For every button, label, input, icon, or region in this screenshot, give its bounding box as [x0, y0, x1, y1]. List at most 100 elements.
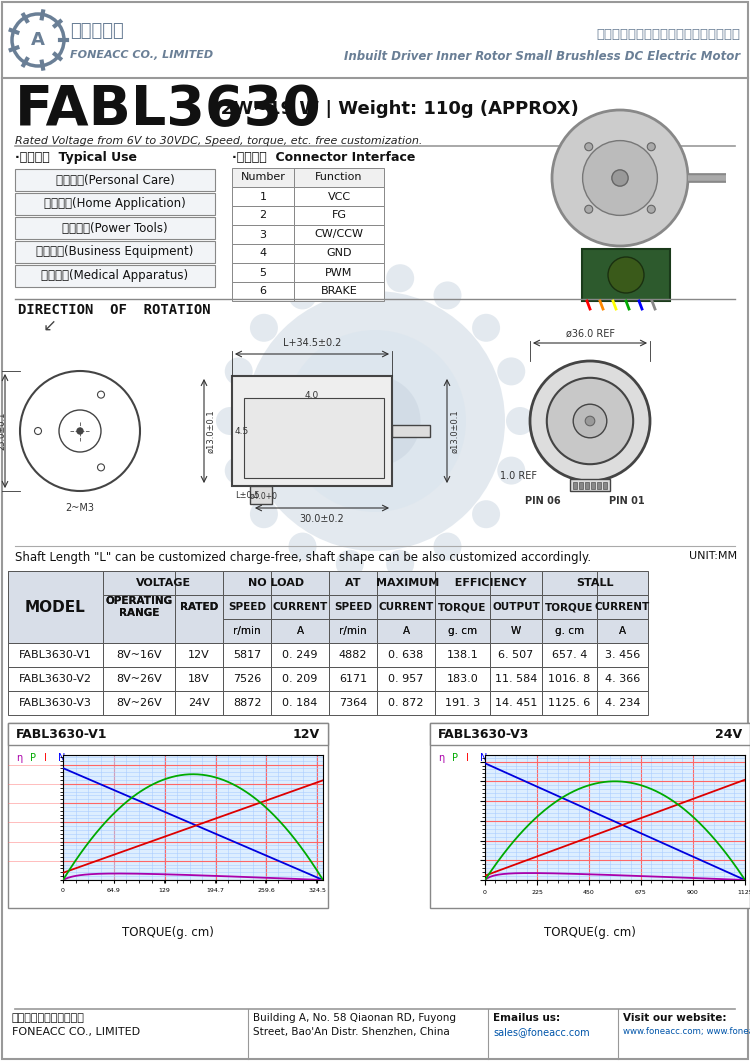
Text: I: I: [44, 753, 46, 763]
Circle shape: [435, 571, 565, 701]
Bar: [294, 244, 384, 263]
Text: VOLTAGE: VOLTAGE: [136, 578, 190, 588]
Circle shape: [573, 404, 607, 438]
Bar: [573, 482, 577, 489]
Text: Number: Number: [241, 173, 286, 182]
Text: 24V: 24V: [188, 698, 210, 708]
Bar: [430, 723, 750, 908]
Bar: [377, 643, 435, 667]
Text: STALL: STALL: [576, 578, 614, 588]
Text: PWM: PWM: [326, 267, 352, 278]
Text: A: A: [296, 626, 304, 636]
Text: P: P: [452, 753, 458, 763]
Text: 1016. 8: 1016. 8: [548, 674, 591, 684]
Bar: [542, 667, 597, 691]
Text: 0. 957: 0. 957: [388, 674, 424, 684]
Text: A: A: [296, 626, 304, 636]
Text: 商业设备(Business Equipment): 商业设备(Business Equipment): [36, 245, 194, 259]
Bar: [294, 187, 384, 206]
Text: L+34.5±0.2: L+34.5±0.2: [283, 338, 341, 348]
Bar: [15, 193, 215, 215]
Bar: [232, 263, 294, 282]
Text: FABL3630-V1: FABL3630-V1: [16, 728, 107, 741]
Text: 2: 2: [260, 210, 266, 221]
Text: 8V~26V: 8V~26V: [116, 674, 162, 684]
Bar: [329, 667, 377, 691]
Text: ø13.0±0.1: ø13.0±0.1: [206, 410, 215, 453]
Bar: [103, 595, 175, 643]
Text: FONEACC CO., LIMITED: FONEACC CO., LIMITED: [12, 1027, 140, 1037]
Text: g. cm: g. cm: [555, 626, 584, 636]
Bar: [103, 667, 175, 691]
Bar: [103, 643, 175, 667]
Text: 5: 5: [260, 267, 266, 278]
Text: Shaft Length "L" can be customized charge-free, shaft shape can be also customiz: Shaft Length "L" can be customized charg…: [15, 551, 591, 564]
Text: 1.0 REF: 1.0 REF: [500, 471, 537, 481]
Text: ø4.0+0: ø4.0+0: [250, 491, 278, 501]
Text: www.foneacc.com; www.foneaccmotor.com: www.foneacc.com; www.foneaccmotor.com: [623, 1027, 750, 1036]
Bar: [542, 595, 597, 619]
Circle shape: [472, 314, 500, 342]
Bar: [377, 571, 435, 595]
Text: g. cm: g. cm: [555, 626, 584, 636]
Text: Emailus us:: Emailus us:: [493, 1013, 560, 1023]
Text: FABL3630-V3: FABL3630-V3: [19, 698, 92, 708]
Bar: [377, 619, 435, 643]
Bar: [435, 667, 490, 691]
Text: 2~M3: 2~M3: [65, 503, 94, 514]
Text: A: A: [403, 626, 410, 636]
Bar: [435, 691, 490, 715]
Bar: [597, 691, 648, 715]
Circle shape: [585, 143, 592, 151]
Circle shape: [289, 281, 316, 310]
Text: OPERATING
RANGE: OPERATING RANGE: [106, 596, 172, 619]
Bar: [377, 667, 435, 691]
Bar: [15, 265, 215, 286]
Bar: [271, 619, 329, 643]
Circle shape: [336, 550, 364, 578]
Bar: [329, 643, 377, 667]
Bar: [591, 482, 595, 489]
Bar: [232, 168, 294, 187]
Text: 1: 1: [260, 191, 266, 202]
Bar: [377, 691, 435, 715]
Text: 0. 209: 0. 209: [282, 674, 318, 684]
Text: 4.0: 4.0: [304, 392, 320, 400]
Bar: [542, 691, 597, 715]
Bar: [175, 595, 223, 619]
Text: η: η: [438, 753, 444, 763]
Text: r/min: r/min: [339, 626, 367, 636]
Text: OUTPUT: OUTPUT: [492, 602, 540, 612]
Bar: [597, 482, 601, 489]
Text: 18V: 18V: [188, 674, 210, 684]
Bar: [542, 619, 597, 643]
Text: FONEACC CO., LIMITED: FONEACC CO., LIMITED: [70, 50, 213, 60]
Text: ·典型应用  Typical Use: ·典型应用 Typical Use: [15, 151, 137, 164]
Bar: [597, 643, 648, 667]
Bar: [271, 571, 329, 595]
Bar: [271, 595, 329, 619]
Circle shape: [585, 416, 595, 425]
Bar: [175, 595, 223, 643]
Text: 25.0±0.1: 25.0±0.1: [0, 412, 7, 450]
Circle shape: [547, 378, 633, 465]
Circle shape: [552, 110, 688, 246]
Text: 深圳福尺尔科技有限公司: 深圳福尺尔科技有限公司: [12, 1013, 85, 1023]
Bar: [8, 571, 103, 595]
Bar: [542, 643, 597, 667]
Bar: [435, 619, 490, 643]
Text: RATED: RATED: [180, 602, 218, 612]
Bar: [8, 595, 103, 619]
Bar: [294, 282, 384, 301]
Text: PIN 06: PIN 06: [525, 495, 560, 506]
Text: ↙: ↙: [43, 317, 57, 335]
Text: 5817: 5817: [232, 650, 261, 660]
Circle shape: [284, 330, 466, 512]
Text: L±0.5: L±0.5: [235, 491, 260, 500]
Text: 6: 6: [260, 286, 266, 296]
Text: ·连接端口  Connector Interface: ·连接端口 Connector Interface: [232, 151, 416, 164]
Text: NO LOAD: NO LOAD: [248, 578, 304, 588]
Text: UNIT:MM: UNIT:MM: [688, 551, 737, 561]
Text: AT    MAXIMUM    EFFICIENCY: AT MAXIMUM EFFICIENCY: [345, 578, 526, 588]
Bar: [15, 169, 215, 191]
